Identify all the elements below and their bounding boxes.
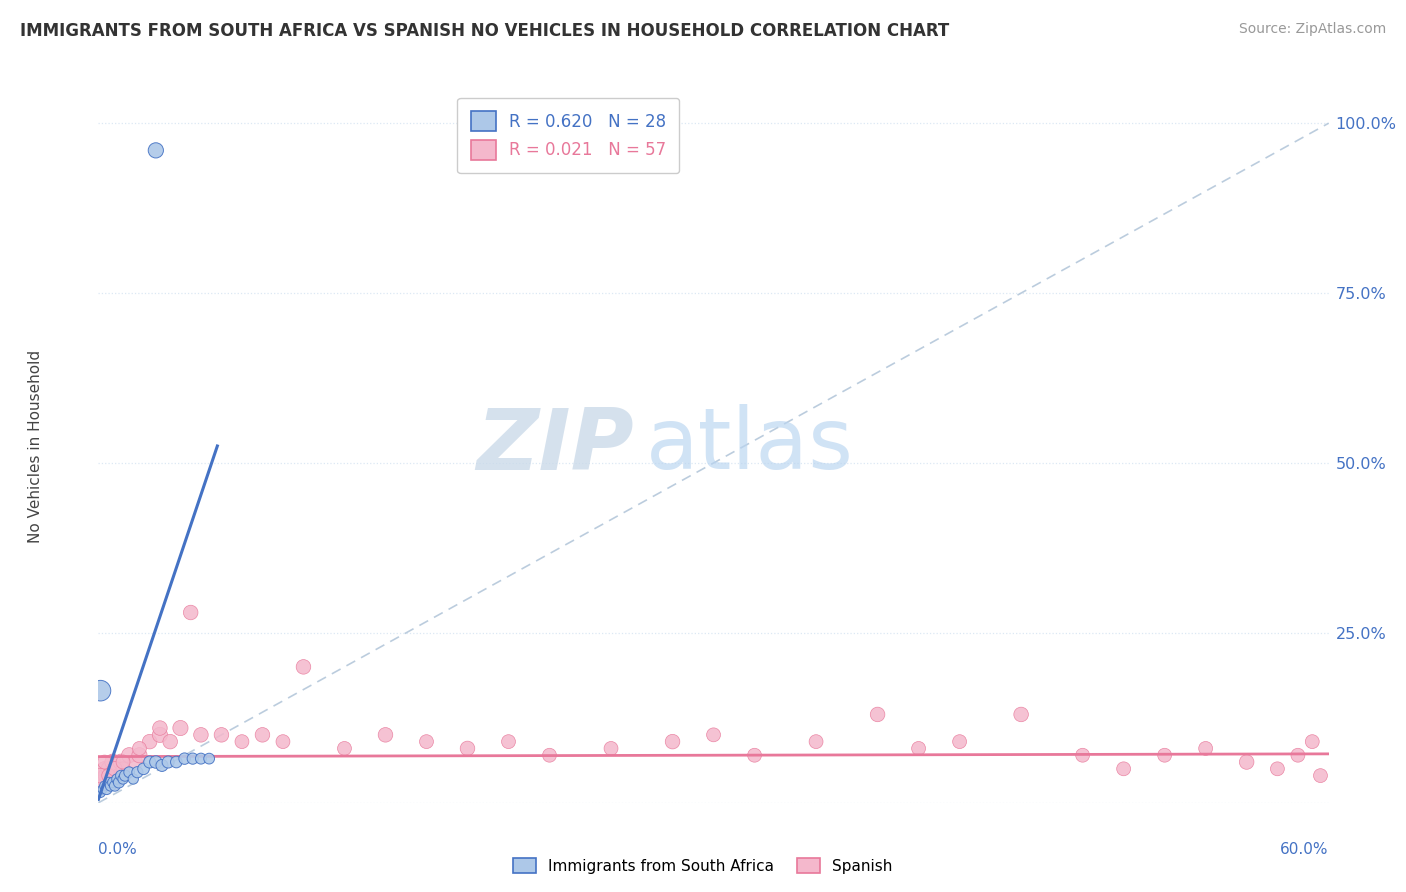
Point: [105, 772, 128, 786]
Point: [252, 728, 274, 742]
Point: [110, 755, 132, 769]
Point: [271, 734, 294, 748]
Point: [128, 748, 150, 763]
Point: [101, 775, 124, 789]
Text: IMMIGRANTS FROM SOUTH AFRICA VS SPANISH NO VEHICLES IN HOUSEHOLD CORRELATION CHA: IMMIGRANTS FROM SOUTH AFRICA VS SPANISH …: [20, 22, 949, 40]
Point: [907, 741, 929, 756]
Point: [211, 728, 233, 742]
Point: [600, 741, 623, 756]
Point: [127, 765, 149, 780]
Point: [89, 769, 111, 783]
Point: [104, 775, 127, 789]
Point: [93, 762, 115, 776]
Point: [292, 660, 315, 674]
Point: [744, 748, 766, 763]
Point: [145, 144, 167, 158]
Point: [104, 762, 127, 776]
Point: [91, 775, 114, 789]
Point: [173, 751, 195, 765]
Point: [1112, 762, 1135, 776]
Point: [96, 769, 118, 783]
Point: [1286, 748, 1309, 763]
Point: [118, 765, 141, 780]
Point: [1153, 748, 1175, 763]
Point: [104, 779, 127, 793]
Point: [138, 734, 160, 748]
Point: [93, 779, 115, 793]
Point: [97, 775, 120, 789]
Legend: R = 0.620   N = 28, R = 0.021   N = 57: R = 0.620 N = 28, R = 0.021 N = 57: [457, 97, 679, 173]
Point: [866, 707, 889, 722]
Point: [1071, 748, 1094, 763]
Text: 0.0%: 0.0%: [98, 842, 138, 857]
Point: [89, 683, 111, 698]
Point: [150, 758, 173, 772]
Point: [89, 786, 111, 800]
Point: [149, 721, 172, 735]
Point: [128, 741, 150, 756]
Point: [145, 755, 167, 769]
Text: Source: ZipAtlas.com: Source: ZipAtlas.com: [1239, 22, 1386, 37]
Point: [108, 769, 131, 783]
Point: [457, 741, 479, 756]
Point: [169, 721, 191, 735]
Point: [97, 762, 120, 776]
Point: [1309, 769, 1331, 783]
Point: [93, 755, 115, 769]
Point: [498, 734, 520, 748]
Point: [538, 748, 561, 763]
Point: [190, 751, 212, 765]
Point: [661, 734, 683, 748]
Point: [1236, 755, 1258, 769]
Point: [198, 751, 221, 765]
Point: [804, 734, 827, 748]
Text: ZIP: ZIP: [477, 404, 634, 488]
Point: [190, 728, 212, 742]
Point: [149, 728, 172, 742]
Point: [132, 762, 155, 776]
Point: [112, 755, 135, 769]
Point: [159, 734, 181, 748]
Point: [100, 779, 122, 793]
Point: [112, 772, 135, 786]
Point: [122, 772, 145, 786]
Text: No Vehicles in Household: No Vehicles in Household: [28, 350, 42, 542]
Point: [114, 769, 136, 783]
Point: [138, 755, 160, 769]
Point: [89, 769, 111, 783]
Point: [96, 782, 118, 797]
Point: [91, 782, 114, 797]
Point: [374, 728, 396, 742]
Point: [180, 606, 202, 620]
Point: [97, 769, 120, 783]
Point: [105, 762, 128, 776]
Point: [124, 755, 146, 769]
Point: [703, 728, 725, 742]
Point: [1195, 741, 1218, 756]
Text: 60.0%: 60.0%: [1281, 842, 1329, 857]
Point: [157, 755, 180, 769]
Point: [1267, 762, 1289, 776]
Point: [165, 755, 187, 769]
Text: atlas: atlas: [645, 404, 853, 488]
Point: [231, 734, 253, 748]
Point: [415, 734, 437, 748]
Point: [118, 748, 141, 763]
Point: [112, 762, 135, 776]
Point: [333, 741, 356, 756]
Legend: Immigrants from South Africa, Spanish: Immigrants from South Africa, Spanish: [508, 852, 898, 880]
Point: [101, 755, 124, 769]
Point: [1010, 707, 1032, 722]
Point: [110, 769, 132, 783]
Point: [1301, 734, 1323, 748]
Point: [108, 775, 131, 789]
Point: [181, 751, 204, 765]
Point: [949, 734, 972, 748]
Point: [100, 769, 122, 783]
